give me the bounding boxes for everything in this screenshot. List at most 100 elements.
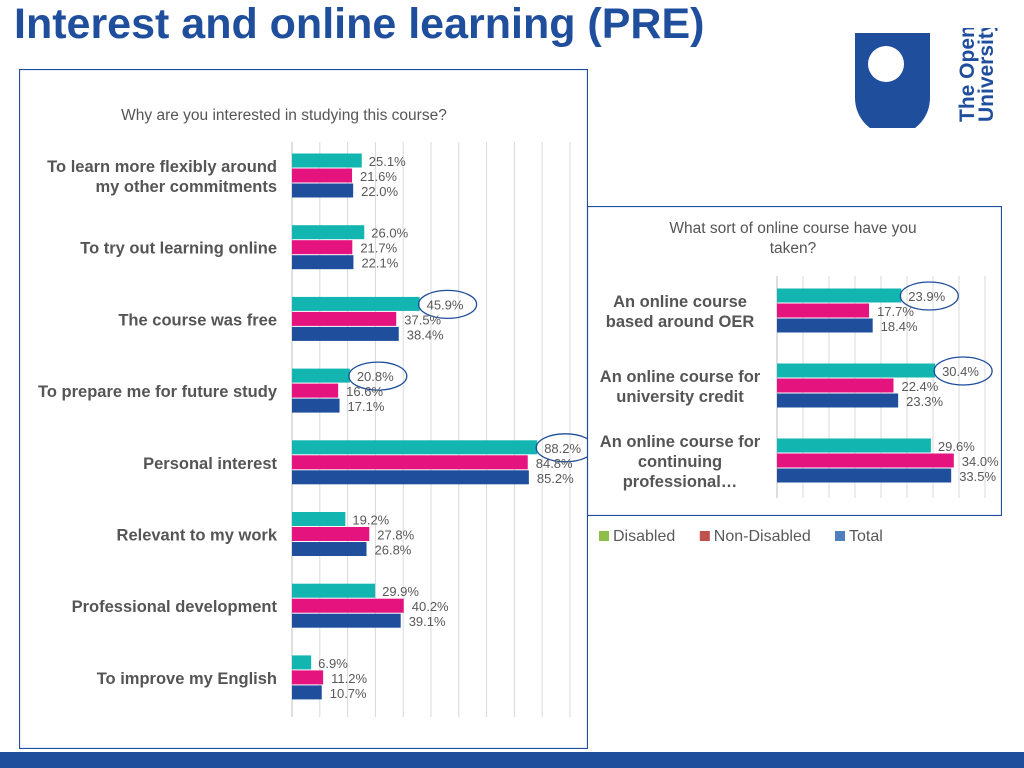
data-label: 23.3% (906, 394, 943, 409)
data-label: 18.4% (881, 319, 918, 334)
chart-title: Why are you interested in studying this … (121, 107, 447, 124)
data-label: 23.9% (908, 289, 945, 304)
bottom-bar (0, 752, 1024, 768)
data-label: 22.4% (901, 379, 938, 394)
bar-disabled (777, 363, 936, 378)
data-label: 10.7% (330, 686, 367, 701)
category-label: Relevant to my work (117, 527, 278, 545)
data-label: 11.2% (331, 671, 367, 686)
right-chart: What sort of online course have you taken… (587, 206, 1002, 516)
category-label: An online course for (600, 433, 761, 451)
data-label: 16.6% (346, 384, 383, 399)
data-label: 39.1% (409, 614, 446, 629)
bar-total (292, 183, 354, 198)
bar-total (292, 326, 399, 341)
bar-non-disabled (292, 240, 353, 255)
legend-swatch (699, 531, 710, 541)
data-label: 29.6% (938, 439, 975, 454)
data-label: 22.0% (361, 184, 398, 199)
category-label: based around OER (606, 313, 755, 331)
bar-non-disabled (292, 168, 353, 183)
category-label: An online course for (600, 368, 761, 386)
bar-disabled (292, 583, 376, 598)
highlight-circle (535, 433, 588, 463)
bar-total (292, 613, 401, 628)
chart-legend: Disabled Non-Disabled Total (599, 528, 883, 545)
data-label: 17.1% (348, 399, 385, 414)
data-label: 30.4% (942, 364, 979, 379)
bar-disabled (292, 512, 346, 526)
data-label: 85.2% (537, 471, 574, 486)
highlight-circle (348, 361, 408, 391)
data-label: 37.5% (404, 312, 441, 327)
legend-swatch (835, 531, 845, 541)
chart-title: taken? (770, 240, 817, 257)
data-label: 45.9% (427, 297, 464, 312)
category-label: continuing (638, 453, 722, 471)
logo-text-line1: The Open (956, 28, 979, 122)
left-chart: Why are you interested in studying this … (19, 69, 588, 749)
chart-title: What sort of online course have you (669, 220, 916, 237)
bar-total (777, 468, 952, 483)
logo-circle-icon (868, 46, 904, 82)
category-label: The course was free (118, 311, 277, 329)
bar-total (292, 470, 529, 485)
category-label: Personal interest (143, 455, 277, 473)
bar-disabled (292, 655, 312, 670)
category-label: Professional development (72, 598, 278, 616)
data-label: 38.4% (407, 327, 444, 342)
legend-label: Total (849, 528, 883, 545)
bar-disabled (292, 225, 365, 240)
highlight-circle (417, 289, 478, 320)
category-label: To improve my English (97, 670, 277, 688)
logo-text-line2: University (975, 28, 998, 122)
category-label: To try out learning online (80, 240, 277, 258)
data-label: 20.8% (357, 369, 394, 384)
bar-total (777, 393, 899, 408)
bar-total (777, 318, 873, 333)
bar-non-disabled (292, 383, 339, 398)
category-label: university credit (616, 388, 744, 406)
legend-label: Disabled (613, 528, 675, 545)
data-label: 26.8% (375, 543, 412, 558)
data-label: 19.2% (352, 513, 389, 528)
bar-non-disabled (292, 311, 397, 326)
data-label: 29.9% (382, 584, 419, 599)
bar-disabled (292, 296, 420, 311)
bar-total (292, 685, 322, 700)
category-label: An online course (613, 293, 747, 311)
data-label: 25.1% (369, 154, 406, 169)
highlight-circle (899, 281, 959, 311)
data-label: 34.0% (962, 454, 999, 469)
bar-non-disabled (292, 670, 324, 685)
data-label: 22.1% (361, 256, 398, 271)
bar-total (292, 542, 367, 556)
category-label: professional… (623, 473, 738, 491)
legend-label: Non-Disabled (714, 528, 811, 545)
bar-total (292, 398, 340, 413)
bar-total (292, 255, 354, 270)
bar-non-disabled (292, 598, 404, 613)
category-label: my other commitments (95, 178, 277, 196)
highlight-circle (933, 356, 993, 386)
logo-graphic: The Open University (855, 20, 998, 136)
bar-non-disabled (292, 527, 370, 541)
bar-disabled (292, 440, 538, 455)
data-label: 88.2% (544, 441, 581, 456)
bar-non-disabled (777, 453, 954, 468)
bar-disabled (777, 288, 902, 303)
legend-swatch (599, 531, 609, 541)
open-university-logo: The Open University (850, 20, 1000, 136)
category-label: To learn more flexibly around (47, 158, 277, 176)
data-label: 84.8% (536, 456, 573, 471)
bar-non-disabled (292, 455, 528, 470)
bar-non-disabled (777, 378, 894, 393)
data-label: 33.5% (959, 469, 996, 484)
data-label: 6.9% (318, 656, 348, 671)
data-label: 26.0% (371, 226, 408, 241)
category-label: To prepare me for future study (38, 383, 278, 401)
data-label: 21.7% (360, 241, 397, 256)
data-label: 40.2% (412, 599, 449, 614)
data-label: 27.8% (377, 528, 414, 543)
bar-disabled (292, 368, 350, 383)
